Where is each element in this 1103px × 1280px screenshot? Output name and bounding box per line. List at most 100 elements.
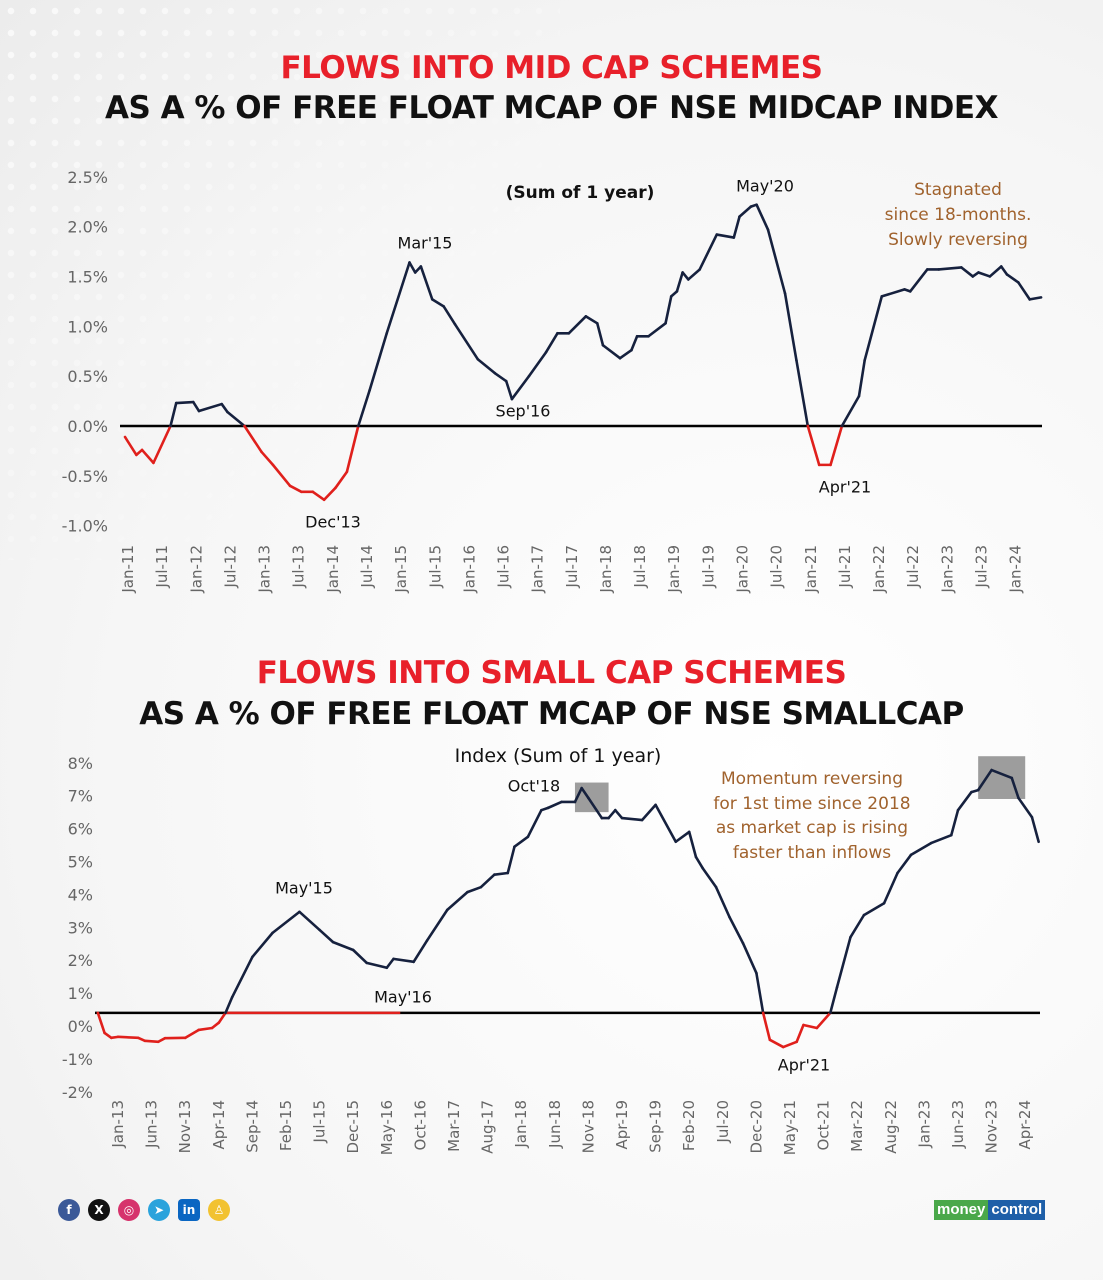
x-tick-label: Jan-14 xyxy=(324,545,342,594)
line-segment-positive xyxy=(392,957,415,964)
x-tick-label: Jul-17 xyxy=(563,545,581,589)
facebook-icon[interactable]: f xyxy=(58,1199,80,1221)
line-segment-positive xyxy=(654,803,678,844)
x-tick-label: Jan-13 xyxy=(256,545,274,594)
line-segment-positive xyxy=(674,830,691,844)
line-segment-positive xyxy=(937,266,963,271)
x-tick-label: Jan-20 xyxy=(734,545,752,594)
x-tick-label: Feb-20 xyxy=(680,1100,698,1151)
line-segment-positive xyxy=(479,873,496,889)
line-segment-positive xyxy=(230,955,254,999)
logo-part-control: control xyxy=(988,1200,1046,1220)
y-tick-label: 0.5% xyxy=(67,367,108,386)
line-segment-negative xyxy=(815,1011,832,1030)
x-tick-label: Jul-20 xyxy=(768,545,786,589)
x-tick-label: Jan-22 xyxy=(870,545,888,594)
telegram-icon[interactable]: ➤ xyxy=(148,1199,170,1221)
line-segment-positive xyxy=(493,871,510,876)
line-segment-positive xyxy=(445,890,469,912)
line-segment-positive xyxy=(607,808,617,820)
line-segment-positive xyxy=(419,265,434,301)
snapchat-icon[interactable]: ♙ xyxy=(208,1199,230,1221)
midcap-caption: (Sum of 1 year) xyxy=(505,183,655,203)
y-tick-label: 2% xyxy=(68,951,93,970)
line-segment-negative xyxy=(140,448,155,465)
annotation-mar15: Mar'15 xyxy=(397,233,453,253)
line-segment-positive xyxy=(224,995,234,1015)
line-segment-positive xyxy=(630,334,639,352)
line-segment-positive xyxy=(169,401,178,428)
x-tick-label: Dec-15 xyxy=(344,1100,362,1154)
x-tick-label: Jun-13 xyxy=(143,1100,161,1149)
line-segment-positive xyxy=(544,331,559,354)
line-segment-positive xyxy=(408,261,417,274)
x-tick-label: Jul-18 xyxy=(631,545,649,589)
note-line: for 1st time since 2018 xyxy=(713,793,911,814)
y-tick-label: 3% xyxy=(68,918,93,937)
line-segment-negative xyxy=(210,1021,221,1030)
line-segment-positive xyxy=(506,845,516,875)
midcap-chart: 2.5% 2.0% 1.5% 1.0% 0.5% 0.0% -0.5% -1.0% Jan-11… xyxy=(62,168,1043,594)
line-segment-negative xyxy=(322,486,337,502)
note-line: Momentum reversing xyxy=(720,769,903,789)
line-segment-positive xyxy=(849,913,866,939)
x-tick-label: Jul-12 xyxy=(221,545,239,589)
line-segment-positive xyxy=(613,808,624,820)
midcap-subtitle: AS A % OF FREE FLOAT MCAP OF NSE MIDCAP … xyxy=(105,90,998,126)
annotation-sep16: Sep'16 xyxy=(495,401,551,421)
line-segment-positive xyxy=(741,941,758,975)
line-segment-positive xyxy=(728,915,745,945)
y-tick-label: 1.0% xyxy=(67,317,108,336)
x-tick-label: Feb-15 xyxy=(277,1100,295,1151)
line-segment-positive xyxy=(701,866,718,889)
line-segment-negative xyxy=(116,1035,140,1040)
line-segment-negative xyxy=(795,1023,805,1044)
logo-part-money: money xyxy=(934,1200,989,1220)
midcap-note: Stagnated since 18-months. Slowly revers… xyxy=(885,178,1032,253)
smallcap-title: FLOWS INTO SMALL CAP SCHEMES xyxy=(256,655,847,691)
line-segment-negative xyxy=(243,424,263,454)
y-tick-label: 7% xyxy=(68,787,93,806)
x-tick-label: Mar-22 xyxy=(848,1100,866,1152)
x-tick-label: Jan-21 xyxy=(802,545,820,594)
line-segment-negative xyxy=(829,424,844,467)
note-line: Slowly reversing xyxy=(888,230,1028,250)
line-segment-positive xyxy=(584,315,599,325)
y-tick-label: -0.5% xyxy=(62,467,108,486)
x-icon[interactable]: X xyxy=(88,1199,110,1221)
line-segment-positive xyxy=(664,295,673,325)
line-segment-positive xyxy=(466,885,483,894)
line-segment-positive xyxy=(738,205,753,218)
line-segment-negative xyxy=(288,484,303,494)
line-segment-positive xyxy=(476,357,497,375)
line-segment-positive xyxy=(1028,296,1043,301)
y-tick-label: 4% xyxy=(68,885,93,904)
x-tick-label: Sep-14 xyxy=(243,1100,261,1153)
line-segment-positive xyxy=(573,786,583,804)
instagram-icon[interactable]: ◎ xyxy=(118,1199,140,1221)
y-tick-label: 8% xyxy=(68,754,93,773)
line-segment-positive xyxy=(929,833,953,845)
line-segment-positive xyxy=(640,803,657,822)
x-tick-label: Apr-14 xyxy=(210,1100,228,1150)
line-segment-positive xyxy=(647,322,667,338)
line-segment-positive xyxy=(715,233,736,239)
x-tick-label: Jul-16 xyxy=(495,545,513,589)
line-segment-negative xyxy=(271,463,292,488)
line-segment-positive xyxy=(385,261,411,335)
x-tick-label: Jan-18 xyxy=(512,1100,530,1149)
line-segment-negative xyxy=(217,1011,227,1025)
line-segment-negative xyxy=(311,490,326,502)
line-segment-positive xyxy=(546,800,563,810)
y-tick-label: -2% xyxy=(62,1083,93,1102)
line-segment-positive xyxy=(1030,815,1040,844)
line-segment-positive xyxy=(949,808,960,837)
line-segment-negative xyxy=(152,424,172,465)
x-tick-label: Jan-23 xyxy=(915,1100,933,1149)
linkedin-icon[interactable]: in xyxy=(178,1199,200,1221)
line-segment-positive xyxy=(976,768,993,792)
line-segment-negative xyxy=(103,1031,113,1040)
line-segment-positive xyxy=(620,816,644,822)
x-tick-label: Mar-17 xyxy=(445,1100,463,1152)
line-segment-positive xyxy=(766,228,787,295)
